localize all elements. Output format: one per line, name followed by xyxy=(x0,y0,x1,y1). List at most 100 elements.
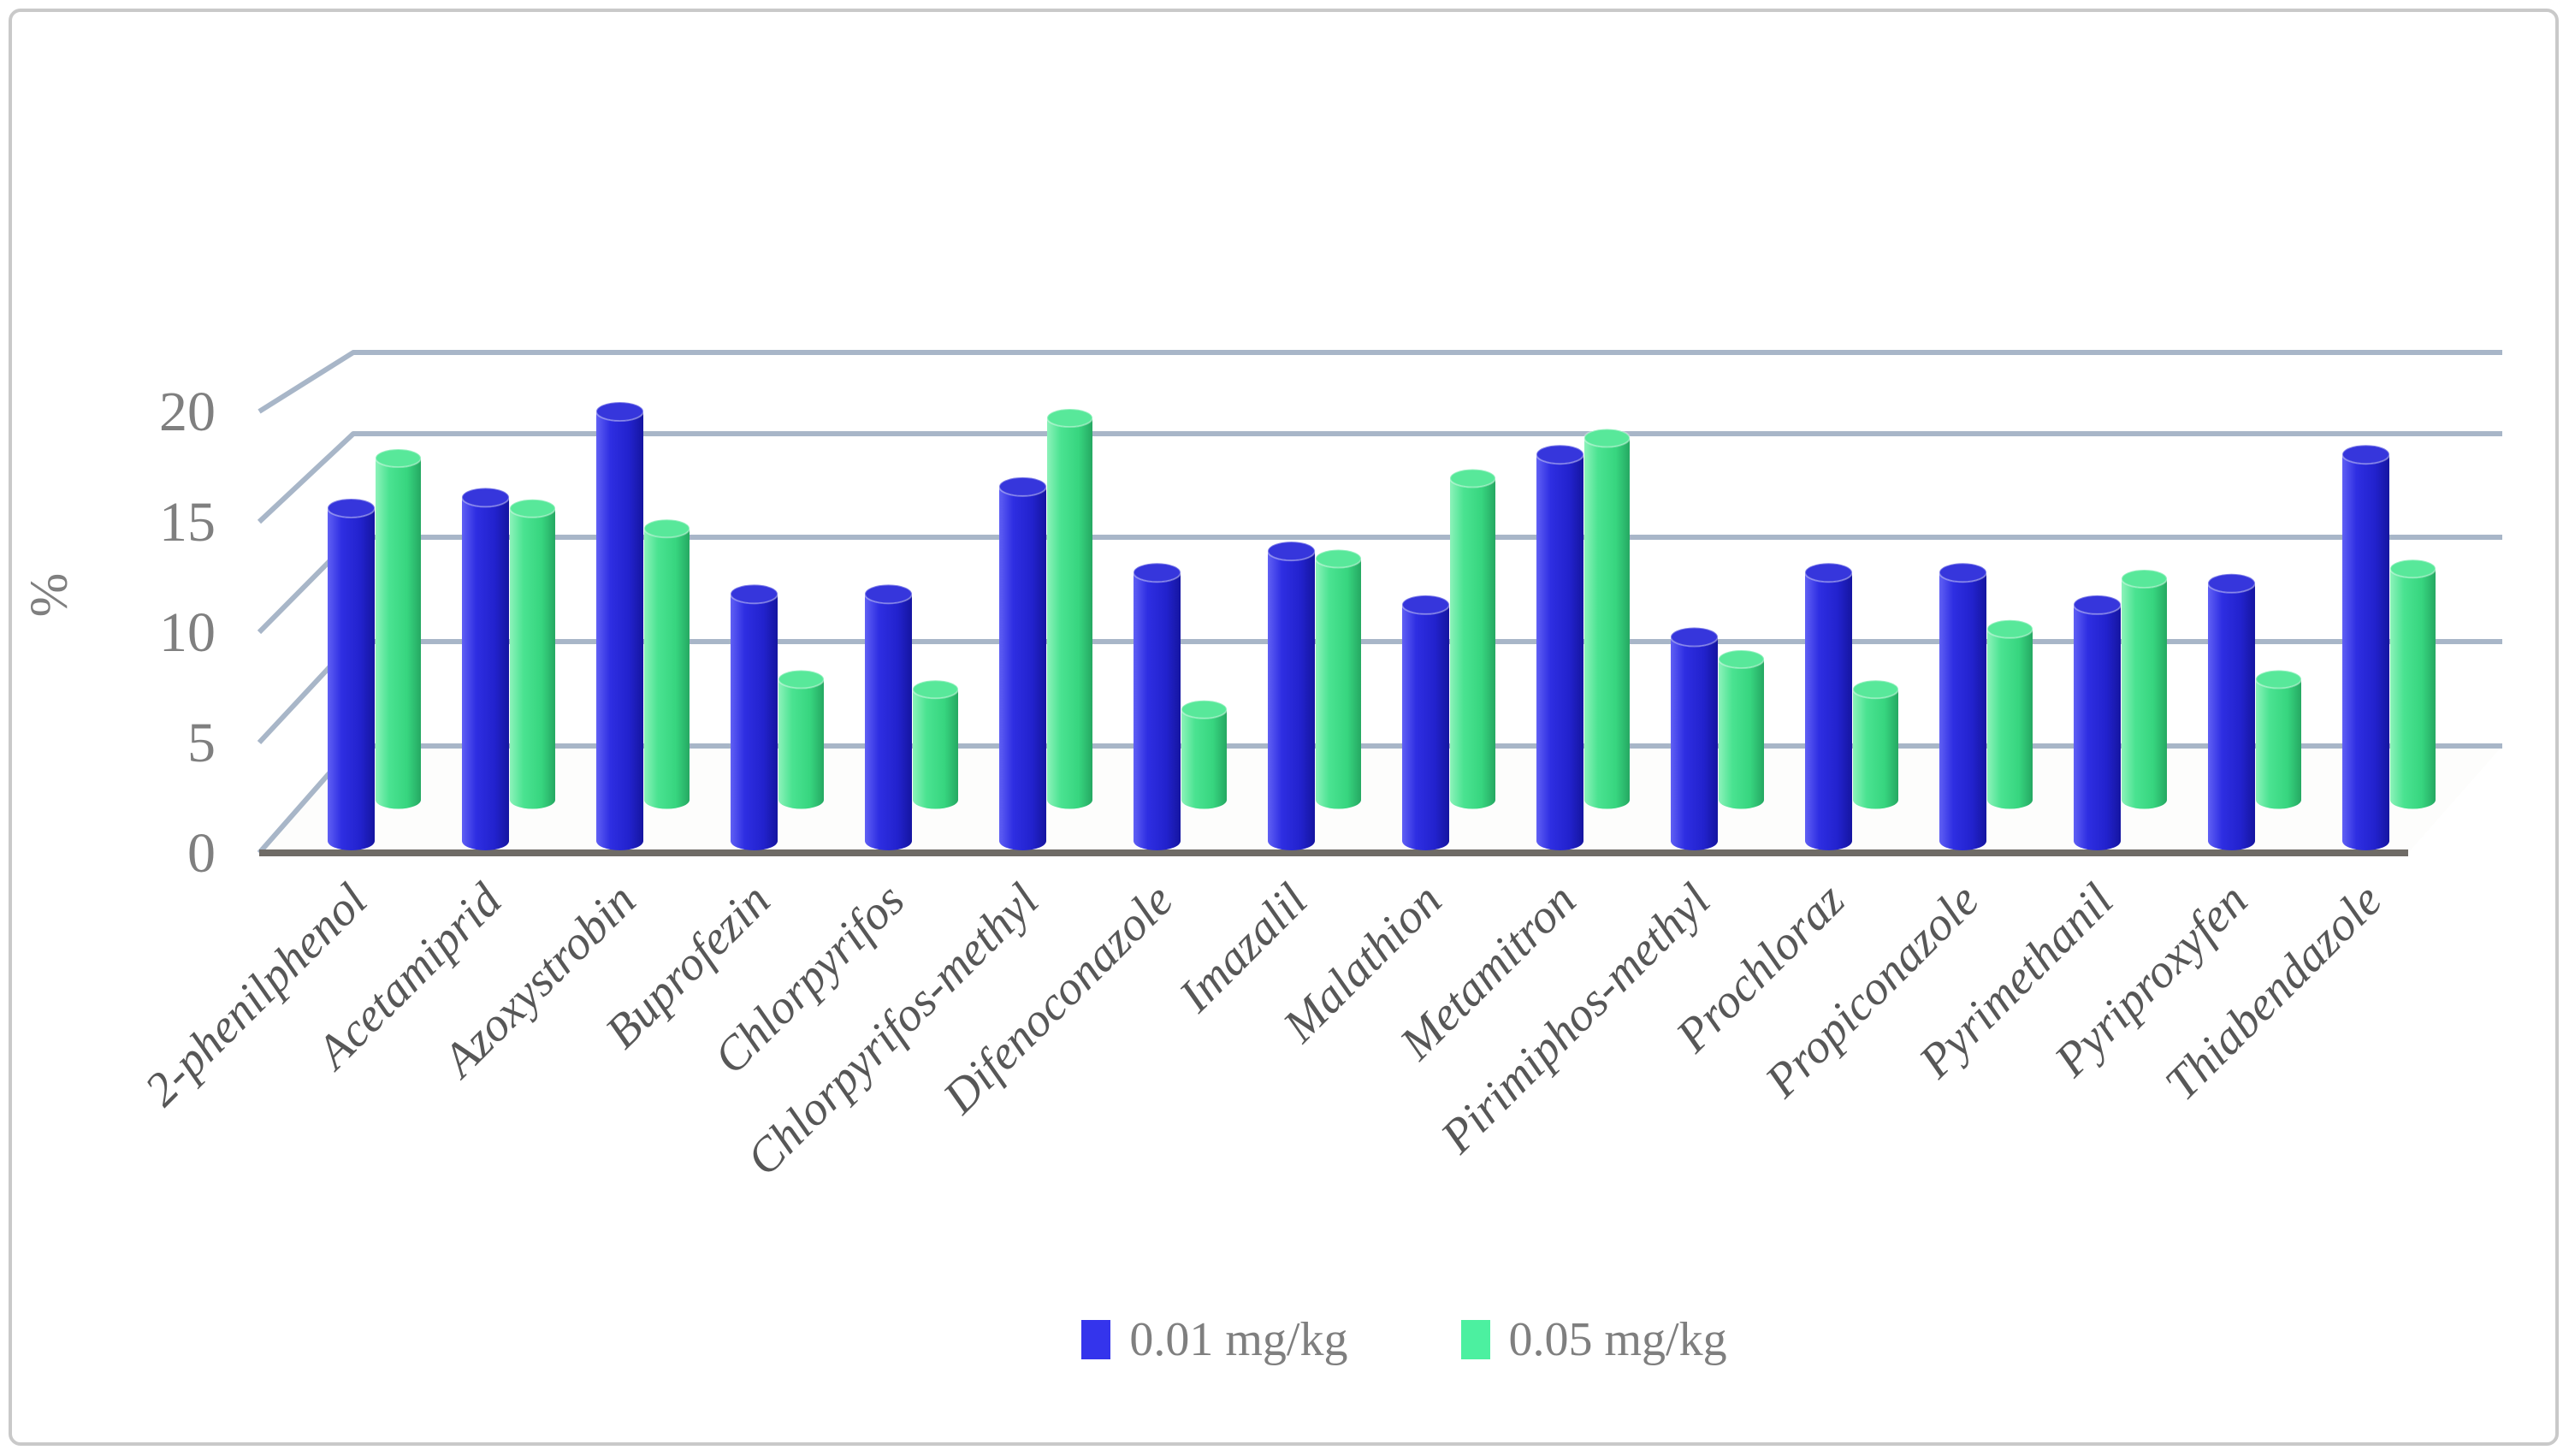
cylinder-top xyxy=(2121,569,2168,589)
cylinder-bar xyxy=(509,498,556,809)
cylinder-body xyxy=(1671,636,1718,851)
cylinder-bar xyxy=(1181,699,1228,809)
cylinder-bar xyxy=(1536,444,1584,851)
cylinder-top xyxy=(1718,649,1765,669)
legend-swatch-blue xyxy=(1081,1320,1111,1359)
legend-label-001: 0.01 mg/kg xyxy=(1129,1313,1348,1366)
cylinder-bar xyxy=(2073,594,2122,851)
cylinder-top xyxy=(2255,669,2302,690)
cylinder-bar xyxy=(1133,562,1181,851)
cylinder-bar xyxy=(1267,541,1316,851)
cylinder-top xyxy=(1046,408,1093,428)
cylinder-body xyxy=(1134,572,1181,851)
cylinder-body xyxy=(1987,629,2033,809)
cylinder-top xyxy=(864,583,913,605)
cylinder-top xyxy=(998,476,1047,497)
cylinder-body xyxy=(865,594,912,851)
cylinder-body xyxy=(1047,417,1092,809)
cylinder-bar xyxy=(2341,444,2390,851)
legend-item-001: 0.01 mg/kg xyxy=(1081,1313,1348,1366)
x-category-label: 2-phenilphenol xyxy=(135,873,378,1116)
cylinder-top xyxy=(2207,572,2256,594)
y-tick-label-20: 20 xyxy=(159,381,216,443)
legend-label-005: 0.05 mg/kg xyxy=(1508,1313,1727,1366)
cylinder-bar xyxy=(1852,679,1899,809)
cylinder-body xyxy=(644,528,690,809)
cylinder-top xyxy=(595,401,644,422)
legend: 0.01 mg/kg 0.05 mg/kg xyxy=(120,1316,2569,1364)
cylinder-body xyxy=(1939,572,1986,851)
cylinder-body xyxy=(913,689,958,809)
cylinder-body xyxy=(2390,568,2436,809)
cylinder-bar xyxy=(864,583,913,851)
cylinder-body xyxy=(510,508,555,809)
y-tick-label-0: 0 xyxy=(187,822,216,885)
cylinder-bar xyxy=(2207,572,2256,851)
cylinder-body xyxy=(596,411,643,851)
cylinder-body xyxy=(461,497,509,851)
cylinder-body xyxy=(2342,454,2389,851)
cylinder-bar xyxy=(461,487,510,851)
cylinder-top xyxy=(2073,594,2122,615)
cylinder-body xyxy=(1536,454,1583,851)
cylinder-top xyxy=(2389,559,2436,579)
cylinder-body xyxy=(1316,559,1361,809)
cylinder-top xyxy=(509,498,556,518)
cylinder-body xyxy=(1853,689,1898,809)
cylinder-top xyxy=(1670,626,1719,648)
cylinder-top xyxy=(327,497,376,518)
cylinder-top xyxy=(1804,562,1853,583)
cylinder-body xyxy=(731,594,778,850)
y-tick-label-5: 5 xyxy=(187,712,216,774)
grid-line-20 xyxy=(257,350,2502,414)
cylinder-bar xyxy=(1583,428,1631,809)
cylinder-bar xyxy=(1804,562,1853,851)
y-tick-label-15: 15 xyxy=(159,491,216,553)
cylinder-top xyxy=(2341,444,2390,465)
cylinder-bar xyxy=(1718,649,1765,809)
cylinder-bar xyxy=(595,401,644,851)
y-tick-label-10: 10 xyxy=(159,601,216,664)
cylinder-bar xyxy=(1401,594,1450,851)
cylinder-top xyxy=(1583,428,1631,448)
grid-line-15 xyxy=(257,431,2502,524)
cylinder-bar xyxy=(998,476,1047,851)
cylinder-top xyxy=(643,518,690,539)
cylinder-body xyxy=(376,458,421,809)
cylinder-top xyxy=(461,487,510,508)
cylinder-bar xyxy=(643,518,690,809)
cylinder-top xyxy=(1315,548,1362,569)
cylinder-body xyxy=(778,679,824,809)
cylinder-body xyxy=(1181,709,1227,809)
cylinder-top xyxy=(1401,594,1450,615)
cylinder-bar xyxy=(375,448,422,809)
cylinder-top xyxy=(1986,619,2033,639)
cylinder-body xyxy=(2256,679,2301,809)
cylinder-bar xyxy=(2255,669,2302,809)
cylinder-body xyxy=(1268,551,1315,851)
cylinder-top xyxy=(1133,562,1181,583)
cylinder-bar xyxy=(327,497,376,851)
cylinder-top xyxy=(1267,541,1316,562)
cylinder-body xyxy=(2208,583,2255,851)
cylinder-bar xyxy=(912,679,959,809)
cylinder-top xyxy=(778,669,825,690)
cylinder-top xyxy=(1449,468,1496,488)
cylinder-body xyxy=(1719,659,1764,809)
cylinder-body xyxy=(1805,572,1852,851)
cylinder-bar xyxy=(1046,408,1093,809)
cylinder-bar xyxy=(730,583,778,850)
cylinder-bar xyxy=(1315,548,1362,809)
cylinder-body xyxy=(1450,478,1495,809)
cylinder-bar xyxy=(2121,569,2168,809)
cylinder-body xyxy=(328,507,375,851)
cylinder-top xyxy=(1852,679,1899,700)
legend-swatch-green xyxy=(1460,1320,1490,1359)
cylinder-body xyxy=(1402,604,1449,851)
cylinder-top xyxy=(375,448,422,468)
cylinder-top xyxy=(730,583,778,605)
legend-item-005: 0.05 mg/kg xyxy=(1460,1313,1727,1366)
cylinder-bar xyxy=(1939,562,1987,851)
